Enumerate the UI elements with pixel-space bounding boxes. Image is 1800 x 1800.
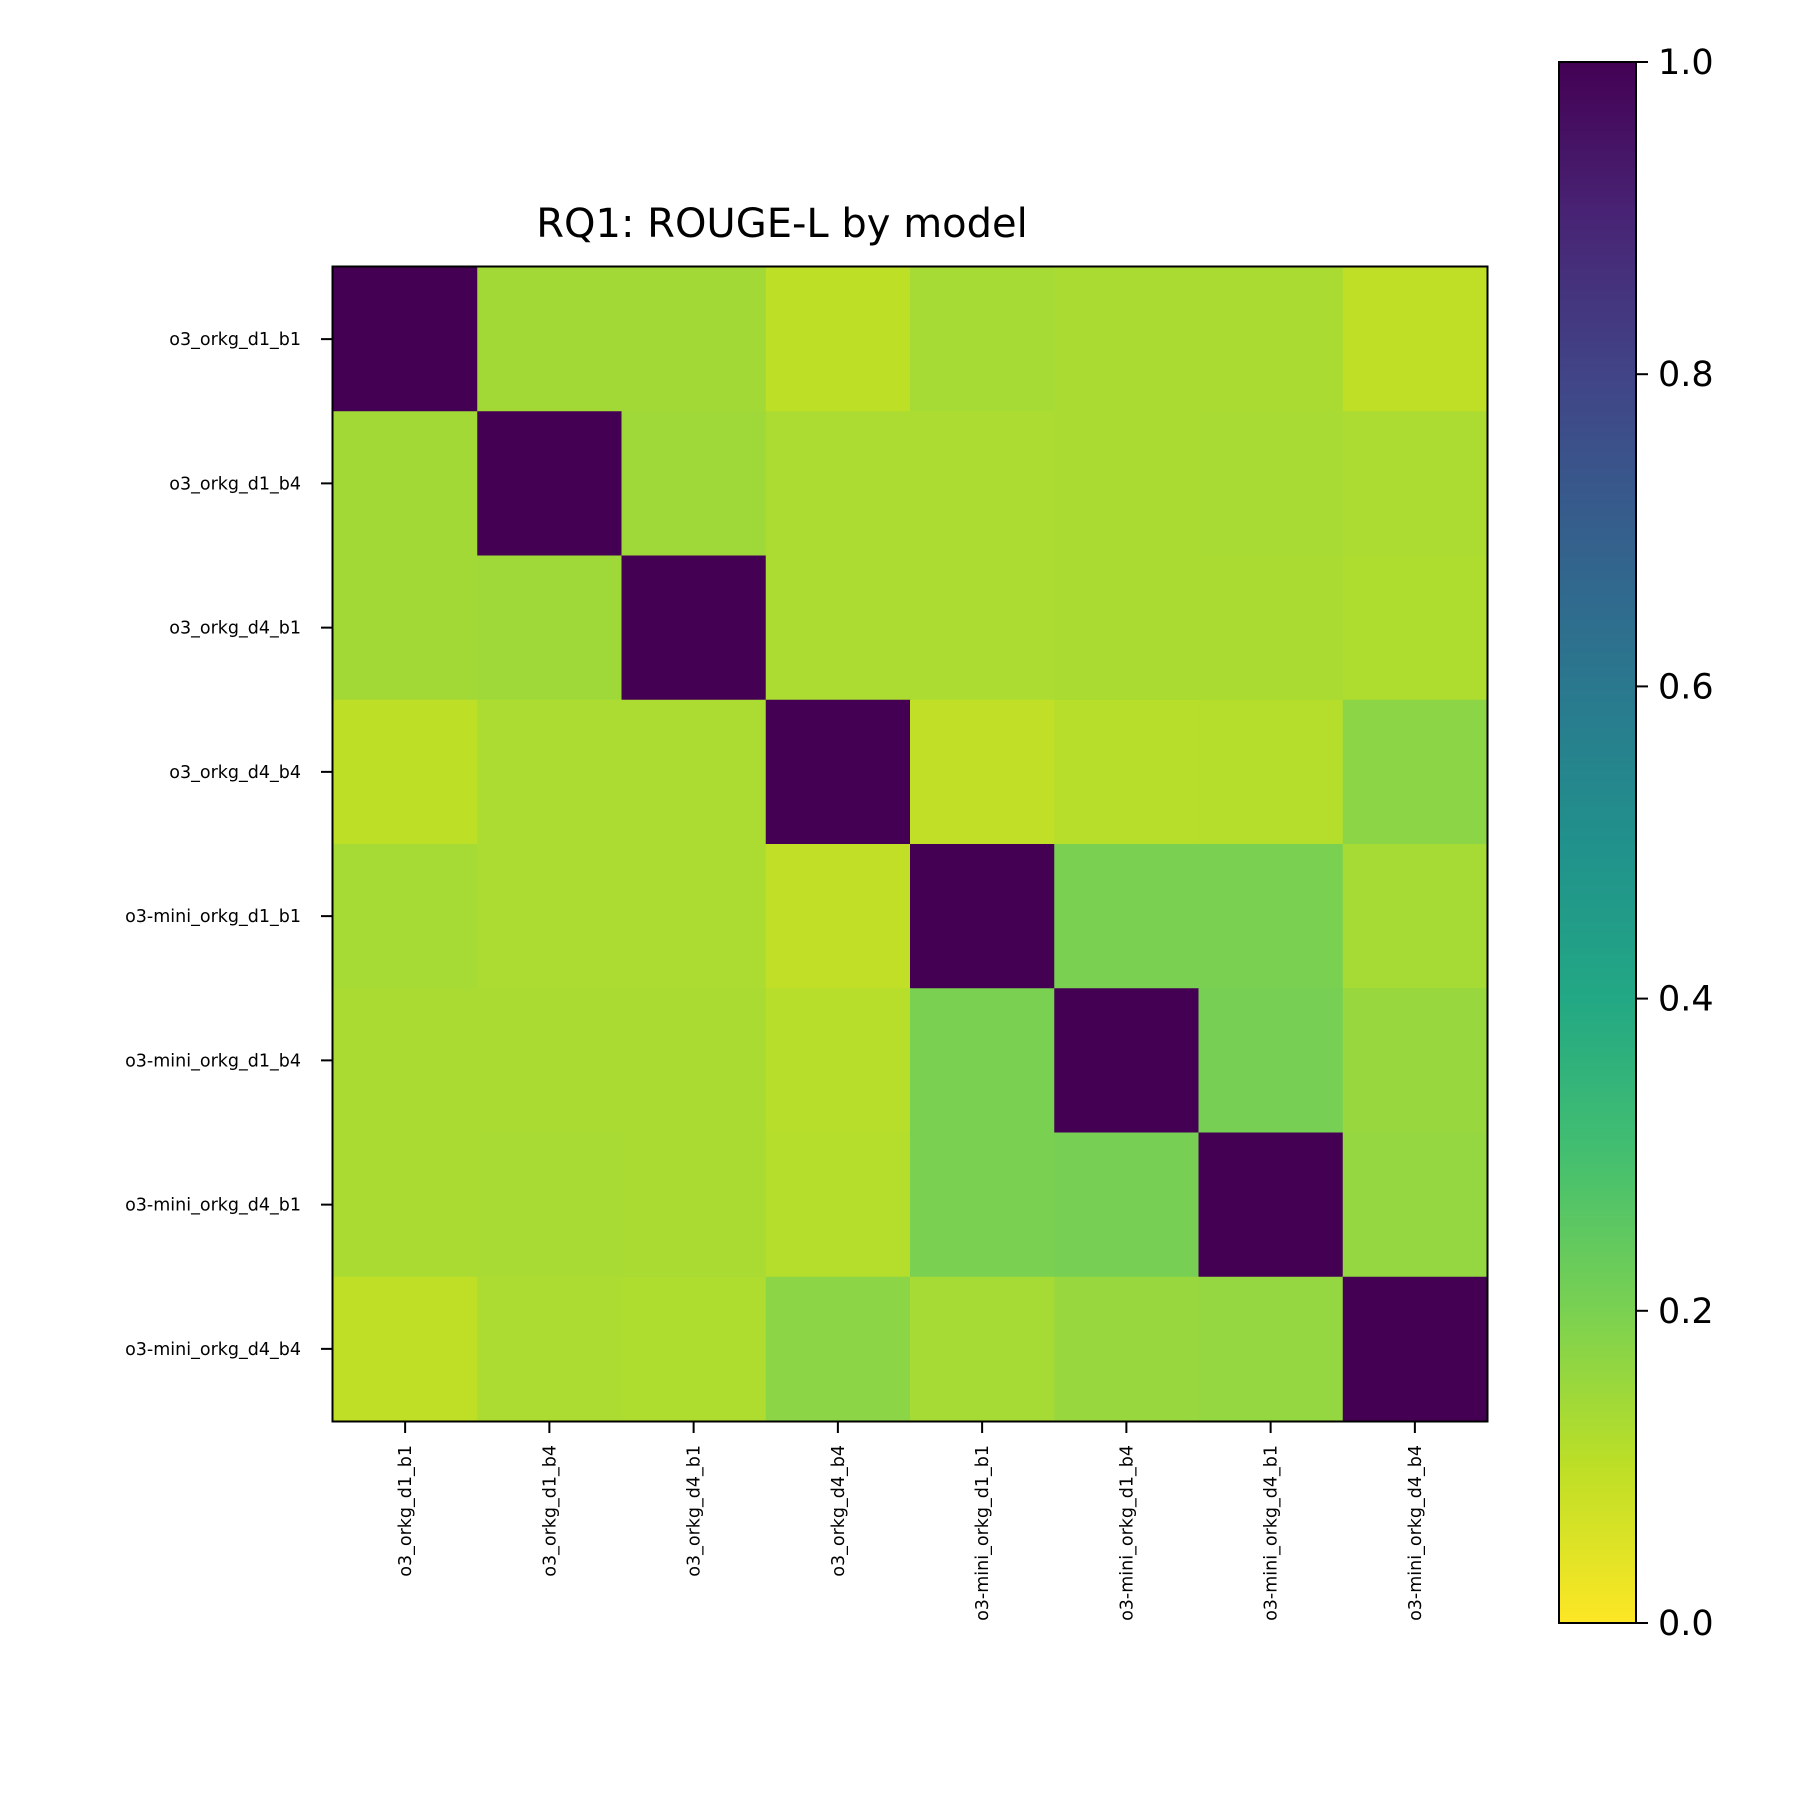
- heatmap-cell-3-7: [1342, 699, 1488, 845]
- heatmap-cell-5-4: [910, 988, 1055, 1134]
- y-tick-label: o3-mini_orkg_d1_b1: [125, 907, 301, 927]
- heatmap-cell-1-7: [1342, 411, 1488, 557]
- heatmap-cell-2-4: [910, 555, 1055, 701]
- heatmap-cell-5-6: [1198, 988, 1344, 1134]
- colorbar-gradient: [1558, 61, 1637, 1624]
- y-tick-label: o3_orkg_d1_b1: [169, 330, 301, 350]
- heatmap-cell-3-1: [477, 699, 623, 845]
- colorbar-tick-label: 1.0: [1658, 43, 1714, 83]
- colorbar-ticks: 0.0 0.2 0.4 0.6 0.8 1.0: [1636, 43, 1714, 1644]
- colorbar-tick-label: 0.2: [1658, 1292, 1714, 1332]
- heatmap-cell-3-0: [333, 699, 478, 845]
- heatmap-cell-2-0: [333, 555, 478, 701]
- x-tick-label: o3_orkg_d4_b1: [685, 1445, 705, 1577]
- heatmap-cell-1-3: [765, 411, 911, 557]
- x-tick-label: o3-mini_orkg_d1_b4: [1117, 1445, 1137, 1621]
- heatmap-cell-6-6: [1198, 1132, 1344, 1278]
- heatmap-cell-1-4: [910, 411, 1055, 557]
- heatmap-cell-4-1: [477, 844, 623, 989]
- heatmap-cell-5-3: [765, 988, 911, 1134]
- x-axis-ticks: o3_orkg_d1_b1 o3_orkg_d1_b4 o3_orkg_d4_b1 o…: [396, 1421, 1426, 1621]
- heatmap-cell-4-5: [1054, 844, 1200, 989]
- heatmap-cell-4-6: [1198, 844, 1344, 989]
- heatmap-cell-6-2: [621, 1132, 767, 1278]
- x-tick-label: o3_orkg_d1_b4: [540, 1445, 560, 1577]
- heatmap-cell-3-2: [621, 699, 767, 845]
- heatmap-cell-0-5: [1054, 267, 1200, 412]
- heatmap-cell-0-3: [765, 267, 911, 412]
- heatmap-cell-3-6: [1198, 699, 1344, 845]
- heatmap-cell-2-6: [1198, 555, 1344, 701]
- heatmap-cell-6-3: [765, 1132, 911, 1278]
- colorbar-tick-label: 0.6: [1658, 667, 1714, 707]
- heatmap-cell-4-7: [1342, 844, 1488, 989]
- heatmap-cell-4-2: [621, 844, 767, 989]
- heatmap-cell-7-4: [910, 1276, 1055, 1422]
- colorbar-tick-label: 0.0: [1658, 1604, 1714, 1644]
- y-tick-label: o3-mini_orkg_d4_b4: [125, 1340, 301, 1360]
- heatmap-cell-5-2: [621, 988, 767, 1134]
- heatmap-cell-0-4: [910, 267, 1055, 412]
- x-tick-label: o3-mini_orkg_d4_b4: [1406, 1445, 1426, 1621]
- heatmap-cell-4-0: [333, 844, 478, 989]
- x-tick-label: o3-mini_orkg_d4_b1: [1262, 1445, 1282, 1621]
- heatmap-cell-7-1: [477, 1276, 623, 1422]
- heatmap-cell-0-2: [621, 267, 767, 412]
- heatmap-cell-1-6: [1198, 411, 1344, 557]
- heatmap-cell-3-3: [765, 699, 911, 845]
- heatmap-cell-7-6: [1198, 1276, 1344, 1422]
- heatmap-cell-1-5: [1054, 411, 1200, 557]
- x-tick-label: o3-mini_orkg_d1_b1: [973, 1445, 993, 1621]
- colorbar-tick-label: 0.8: [1658, 355, 1714, 395]
- y-axis-ticks: o3_orkg_d1_b1 o3_orkg_d1_b4 o3_orkg_d4_b1o…: [125, 330, 333, 1360]
- heatmap-cell-1-2: [621, 411, 767, 557]
- heatmap-cell-5-0: [333, 988, 478, 1134]
- heatmap-cell-2-7: [1342, 555, 1488, 701]
- chart-title: RQ1: ROUGE-L by model: [536, 201, 1028, 247]
- heatmap-cell-7-2: [621, 1276, 767, 1422]
- plot-frame: [331, 265, 1489, 1423]
- y-tick-label: o3-mini_orkg_d1_b4: [125, 1051, 301, 1071]
- heatmap-cell-7-3: [765, 1276, 911, 1422]
- heatmap-cell-4-4: [910, 844, 1055, 989]
- x-tick-label: o3_orkg_d1_b1: [396, 1445, 416, 1577]
- heatmap-cells: [333, 267, 1488, 1422]
- heatmap-cell-2-3: [765, 555, 911, 701]
- heatmap-cell-1-1: [477, 411, 623, 557]
- y-tick-label: o3-mini_orkg_d4_b1: [125, 1196, 301, 1216]
- heatmap-cell-0-0: [333, 267, 478, 412]
- heatmap-cell-3-4: [910, 699, 1055, 845]
- heatmap-cell-0-6: [1198, 267, 1344, 412]
- y-tick-label: o3_orkg_d4_b4: [169, 763, 301, 783]
- heatmap-cell-2-5: [1054, 555, 1200, 701]
- heatmap-cell-7-0: [333, 1276, 478, 1422]
- y-tick-label: o3_orkg_d1_b4: [169, 474, 301, 494]
- heatmap-cell-5-7: [1342, 988, 1488, 1134]
- heatmap-cell-2-2: [621, 555, 767, 701]
- heatmap-cell-6-4: [910, 1132, 1055, 1278]
- heatmap-cell-6-7: [1342, 1132, 1488, 1278]
- heatmap-cell-0-7: [1342, 267, 1488, 412]
- heatmap-cell-6-5: [1054, 1132, 1200, 1278]
- heatmap-cell-4-3: [765, 844, 911, 989]
- heatmap-cell-2-1: [477, 555, 623, 701]
- heatmap-cell-3-5: [1054, 699, 1200, 845]
- heatmap-cell-5-5: [1054, 988, 1200, 1134]
- heatmap-cell-0-1: [477, 267, 623, 412]
- y-tick-label: o3_orkg_d4_b1: [169, 619, 301, 639]
- colorbar: 0.0 0.2 0.4 0.6 0.8 1.0: [1558, 43, 1714, 1644]
- heatmap-cell-7-7: [1342, 1276, 1488, 1422]
- x-tick-label: o3_orkg_d4_b4: [829, 1445, 849, 1577]
- heatmap-cell-6-1: [477, 1132, 623, 1278]
- heatmap-cell-7-5: [1054, 1276, 1200, 1422]
- heatmap-cell-5-1: [477, 988, 623, 1134]
- heatmap-cell-6-0: [333, 1132, 478, 1278]
- heatmap-cell-1-0: [333, 411, 478, 557]
- colorbar-tick-label: 0.4: [1658, 980, 1714, 1020]
